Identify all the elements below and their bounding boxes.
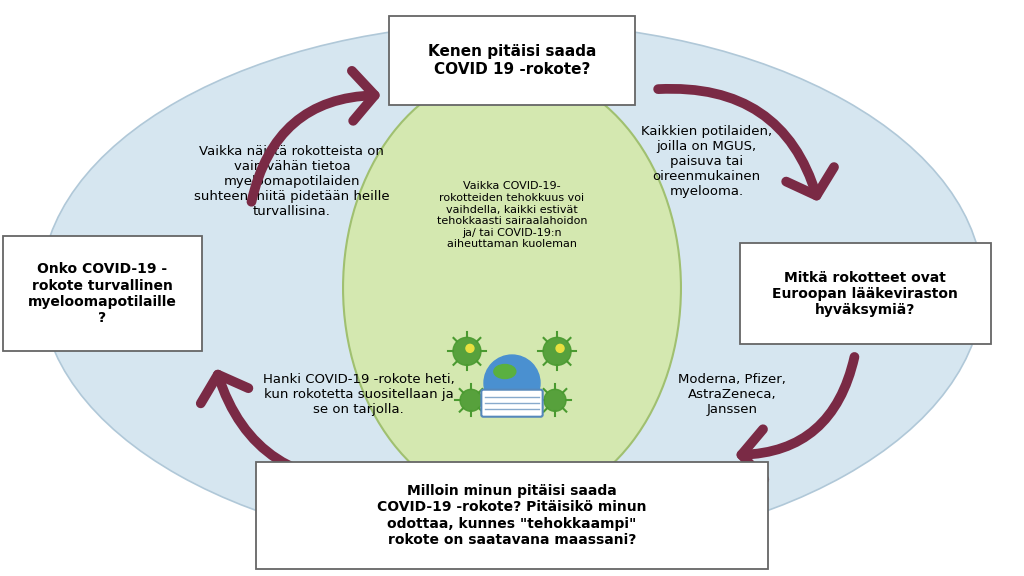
Text: Vaikka COVID-19-
rokotteiden tehokkuus voi
vaihdella, kaikki estivät
tehokkaasti: Vaikka COVID-19- rokotteiden tehokkuus v… (437, 181, 587, 249)
FancyArrowPatch shape (741, 357, 854, 479)
Circle shape (466, 344, 474, 353)
Text: Hanki COVID-19 -rokote heti,
kun rokotetta suositellaan ja
se on tarjolla.: Hanki COVID-19 -rokote heti, kun rokotet… (262, 373, 455, 416)
Circle shape (484, 355, 540, 411)
Text: Kenen pitäisi saada
COVID 19 -rokote?: Kenen pitäisi saada COVID 19 -rokote? (428, 44, 596, 77)
Ellipse shape (494, 365, 516, 378)
Circle shape (453, 338, 481, 365)
Text: Moderna, Pfizer,
AstraZeneca,
Janssen: Moderna, Pfizer, AstraZeneca, Janssen (678, 373, 786, 416)
Text: Kaikkien potilaiden,
joilla on MGUS,
paisuva tai
oireenmukainen
myelooma.: Kaikkien potilaiden, joilla on MGUS, pai… (641, 125, 772, 198)
FancyBboxPatch shape (739, 244, 990, 344)
FancyBboxPatch shape (481, 390, 543, 416)
Text: Onko COVID-19 -
rokote turvallinen
myeloomapotilaille
?: Onko COVID-19 - rokote turvallinen myelo… (28, 263, 177, 325)
Ellipse shape (41, 23, 983, 553)
FancyArrowPatch shape (201, 374, 381, 482)
FancyBboxPatch shape (389, 16, 635, 105)
Circle shape (460, 389, 482, 411)
FancyArrowPatch shape (252, 71, 375, 202)
Circle shape (544, 389, 566, 411)
Ellipse shape (343, 69, 681, 507)
Text: Mitkä rokotteet ovat
Euroopan lääkeviraston
hyväksymiä?: Mitkä rokotteet ovat Euroopan lääkeviras… (772, 271, 958, 317)
Text: Vaikka näistä rokotteista on
vain vähän tietoa
myeloomapotilaiden
suhteen, niitä: Vaikka näistä rokotteista on vain vähän … (194, 145, 390, 218)
FancyBboxPatch shape (3, 236, 203, 351)
Text: Milloin minun pitäisi saada
COVID-19 -rokote? Pitäisikö minun
odottaa, kunnes "t: Milloin minun pitäisi saada COVID-19 -ro… (377, 484, 647, 547)
Circle shape (556, 344, 564, 353)
FancyBboxPatch shape (256, 462, 768, 569)
FancyArrowPatch shape (658, 89, 834, 196)
Circle shape (543, 338, 571, 365)
